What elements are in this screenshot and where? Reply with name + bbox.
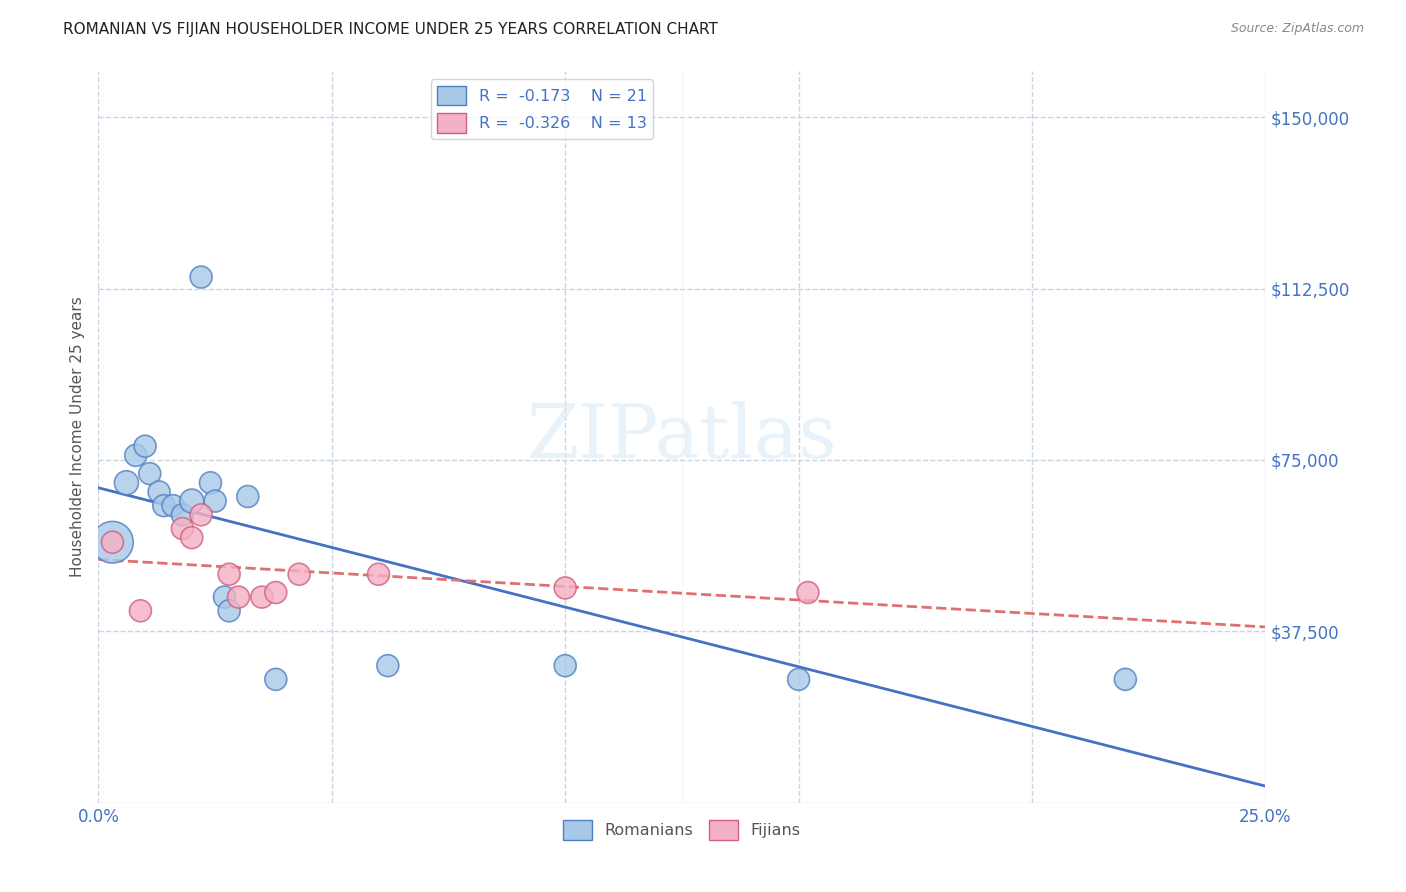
Text: Source: ZipAtlas.com: Source: ZipAtlas.com [1230, 22, 1364, 36]
Point [190, 270, 212, 285]
Point [367, 567, 389, 582]
Point [180, 531, 202, 545]
Point [377, 658, 399, 673]
Point [218, 604, 240, 618]
Point [172, 521, 194, 535]
Point [101, 535, 124, 549]
Point [204, 494, 226, 508]
Point [125, 448, 148, 462]
Point [139, 467, 162, 481]
Point [1114, 673, 1136, 687]
Point [236, 490, 259, 504]
Point [200, 475, 222, 490]
Point [101, 535, 124, 549]
Point [264, 673, 287, 687]
Point [288, 567, 311, 582]
Text: ZIPatlas: ZIPatlas [526, 401, 838, 474]
Point [264, 585, 287, 599]
Text: ROMANIAN VS FIJIAN HOUSEHOLDER INCOME UNDER 25 YEARS CORRELATION CHART: ROMANIAN VS FIJIAN HOUSEHOLDER INCOME UN… [63, 22, 718, 37]
Point [172, 508, 194, 522]
Point [115, 475, 138, 490]
Point [129, 604, 152, 618]
Point [190, 508, 212, 522]
Point [787, 673, 810, 687]
Point [218, 567, 240, 582]
Point [554, 581, 576, 595]
Point [214, 590, 236, 604]
Point [797, 585, 820, 599]
Point [250, 590, 273, 604]
Point [228, 590, 250, 604]
Point [554, 658, 576, 673]
Point [148, 484, 170, 499]
Point [152, 499, 174, 513]
Point [180, 494, 202, 508]
Point [134, 439, 156, 453]
Point [162, 499, 184, 513]
Y-axis label: Householder Income Under 25 years: Householder Income Under 25 years [69, 297, 84, 577]
Legend: Romanians, Fijians: Romanians, Fijians [557, 814, 807, 846]
